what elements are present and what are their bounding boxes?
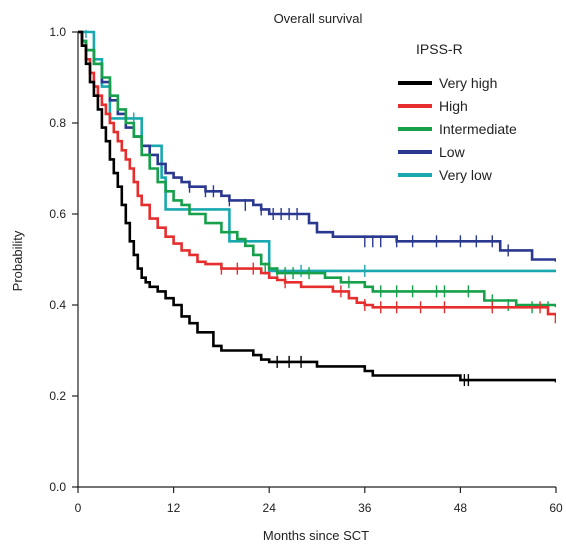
series-high (78, 30, 556, 324)
legend-item-intermediate: Intermediate (398, 121, 517, 137)
y-tick-label: 1.0 (49, 25, 66, 39)
legend-item-high: High (398, 98, 468, 114)
x-tick-label: 36 (358, 501, 372, 515)
legend: IPSS-R Very high High Intermediate Low Very … (398, 41, 517, 183)
y-axis-title: Probability (10, 230, 25, 291)
series-very-low (78, 30, 556, 277)
legend-label: Low (439, 144, 466, 160)
y-tick-label: 0.2 (49, 389, 66, 403)
plot-area (78, 30, 556, 387)
legend-title: IPSS-R (416, 41, 463, 57)
y-tick-label: 0.0 (49, 480, 66, 494)
legend-label: Very high (439, 75, 497, 91)
legend-label: High (439, 98, 468, 114)
x-tick-label: 0 (75, 501, 82, 515)
axes: 0 12 24 36 48 60 0.0 0.2 0.4 0.6 0.8 1.0 (49, 25, 563, 515)
x-tick-label: 48 (454, 501, 468, 515)
chart-title: Overall survival (274, 11, 363, 26)
legend-item-very-high: Very high (398, 75, 497, 91)
series-very-high (78, 30, 556, 387)
legend-label: Intermediate (439, 121, 517, 137)
series-line-high (78, 30, 556, 324)
series-low (78, 30, 556, 262)
legend-label: Very low (439, 167, 493, 183)
legend-item-very-low: Very low (398, 167, 493, 183)
x-axis-title: Months since SCT (263, 528, 369, 543)
y-tick-label: 0.8 (49, 116, 66, 130)
y-tick-label: 0.6 (49, 207, 66, 221)
y-tick-label: 0.4 (49, 298, 66, 312)
x-tick-label: 12 (167, 501, 181, 515)
series-line-very-high (78, 30, 556, 383)
legend-item-low: Low (398, 144, 466, 160)
series-line-intermediate (78, 30, 556, 308)
series-line-low (78, 30, 556, 262)
series-line-very-low (78, 30, 556, 273)
x-tick-label: 60 (549, 501, 563, 515)
x-tick-label: 24 (263, 501, 277, 515)
